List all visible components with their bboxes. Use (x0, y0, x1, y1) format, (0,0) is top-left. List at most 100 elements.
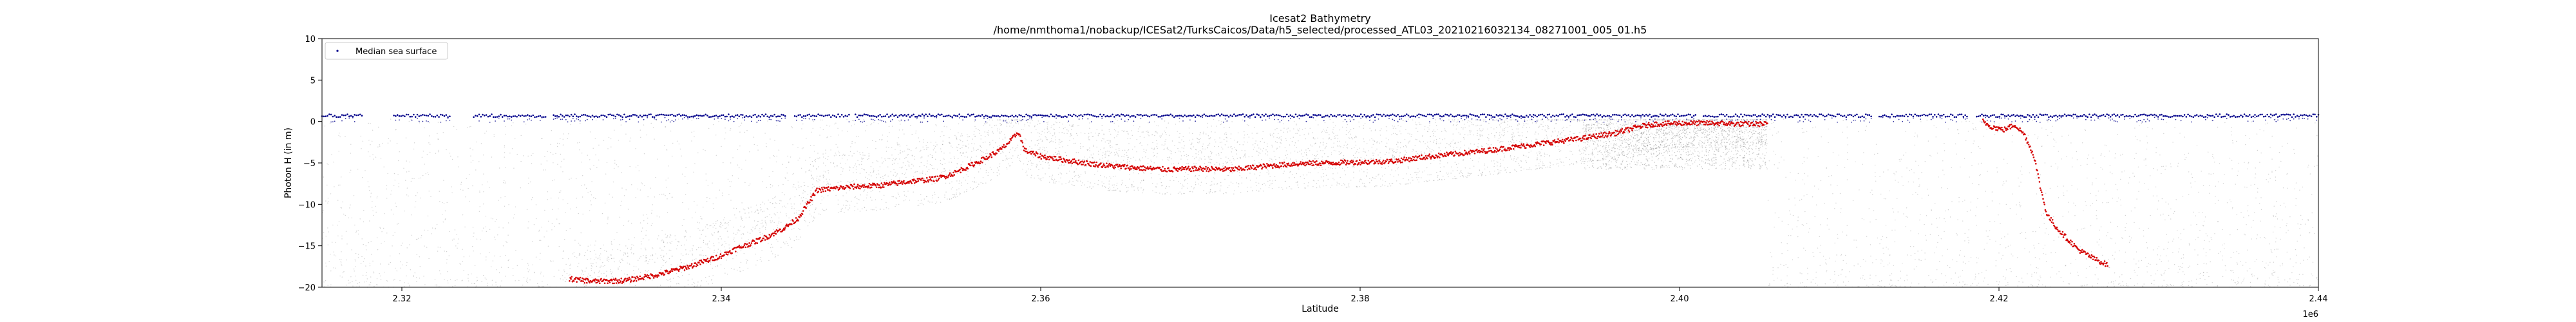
photon-point (1812, 196, 1814, 198)
photon-point (1904, 280, 1906, 281)
photon-point (1772, 267, 1774, 269)
photon-point (1467, 175, 1468, 176)
photon-point (1555, 146, 1557, 147)
photon-point (706, 196, 708, 198)
photon-point (1301, 153, 1302, 155)
photon-point (644, 185, 645, 187)
photon-point (2273, 261, 2275, 263)
photon-point (2148, 263, 2149, 264)
photon-point (515, 280, 516, 281)
photon-point (1409, 133, 1410, 135)
photon-point (1134, 146, 1135, 147)
photon-point (1369, 182, 1370, 184)
photon-point (1748, 135, 1750, 137)
photon-point (491, 156, 493, 158)
photon-point (1893, 211, 1895, 213)
photon-point (1049, 142, 1050, 143)
photon-point (1054, 178, 1056, 180)
photon-point (2197, 263, 2199, 265)
photon-point (1596, 147, 1597, 149)
photon-point (1370, 130, 1372, 131)
photon-point (2120, 178, 2121, 180)
photon-point (1195, 175, 1197, 176)
photon-point (1477, 124, 1479, 126)
photon-point (2102, 202, 2103, 204)
photon-point (2089, 266, 2090, 267)
photon-point (1392, 158, 1393, 160)
photon-point (1027, 164, 1028, 166)
photon-point (1523, 155, 1524, 156)
photon-point (697, 281, 699, 283)
photon-point (1397, 142, 1399, 144)
photon-point (450, 279, 451, 280)
photon-point (1254, 160, 1255, 161)
photon-point (1761, 126, 1763, 128)
photon-point (551, 130, 553, 131)
photon-point (822, 153, 824, 155)
photon-point (1325, 175, 1327, 176)
photon-point (768, 176, 770, 177)
photon-point (2141, 122, 2143, 124)
photon-point (1709, 131, 1710, 133)
photon-point (2110, 222, 2112, 223)
photon-point (1690, 147, 1692, 149)
photon-point (1807, 273, 1808, 274)
photon-point (1836, 254, 1837, 256)
photon-point (1907, 254, 1908, 256)
photon-point (1262, 184, 1264, 185)
photon-point (1707, 133, 1709, 135)
photon-point (1781, 253, 1783, 254)
photon-point (1996, 171, 1998, 173)
photon-point (1584, 118, 1586, 120)
photon-point (1520, 139, 1522, 140)
photon-point (2045, 129, 2047, 130)
photon-point (1137, 189, 1139, 191)
photon-point (1142, 190, 1144, 191)
photon-point (641, 231, 642, 232)
photon-point (710, 261, 712, 263)
photon-point (595, 240, 596, 242)
photon-point (409, 285, 410, 286)
photon-point (1221, 120, 1222, 122)
photon-point (2157, 254, 2159, 256)
photon-point (833, 190, 835, 191)
photon-point (372, 129, 374, 131)
photon-point (1842, 260, 1844, 261)
photon-point (2036, 175, 2038, 176)
photon-point (2307, 218, 2309, 220)
photon-point (865, 184, 866, 185)
photon-point (1045, 162, 1046, 164)
photon-point (1841, 269, 1842, 270)
photon-point (1165, 187, 1166, 189)
photon-point (1715, 136, 1716, 137)
photon-point (1879, 243, 1880, 245)
photon-point (835, 122, 837, 124)
photon-point (1195, 184, 1197, 185)
photon-point (2113, 281, 2114, 283)
photon-point (1911, 169, 1912, 171)
photon-point (708, 128, 710, 129)
photon-point (911, 133, 913, 135)
photon-point (1906, 279, 1908, 281)
photon-point (2021, 166, 2022, 167)
photon-point (741, 122, 743, 124)
photon-point (2027, 286, 2029, 287)
photon-point (1397, 122, 1399, 123)
photon-point (466, 127, 468, 128)
photon-point (886, 207, 887, 209)
photon-point (538, 229, 540, 231)
photon-point (2145, 159, 2146, 160)
photon-point (1271, 146, 1273, 147)
photon-point (1211, 181, 1213, 182)
photon-point (2309, 173, 2311, 175)
photon-point (594, 281, 595, 283)
photon-point (2217, 200, 2219, 201)
photon-point (865, 130, 866, 131)
photon-point (708, 276, 710, 277)
photon-point (1060, 142, 1061, 143)
photon-point (625, 133, 627, 135)
photon-point (1959, 281, 1960, 283)
photon-point (2277, 285, 2278, 287)
photon-point (428, 258, 430, 260)
photon-point (1765, 142, 1766, 144)
